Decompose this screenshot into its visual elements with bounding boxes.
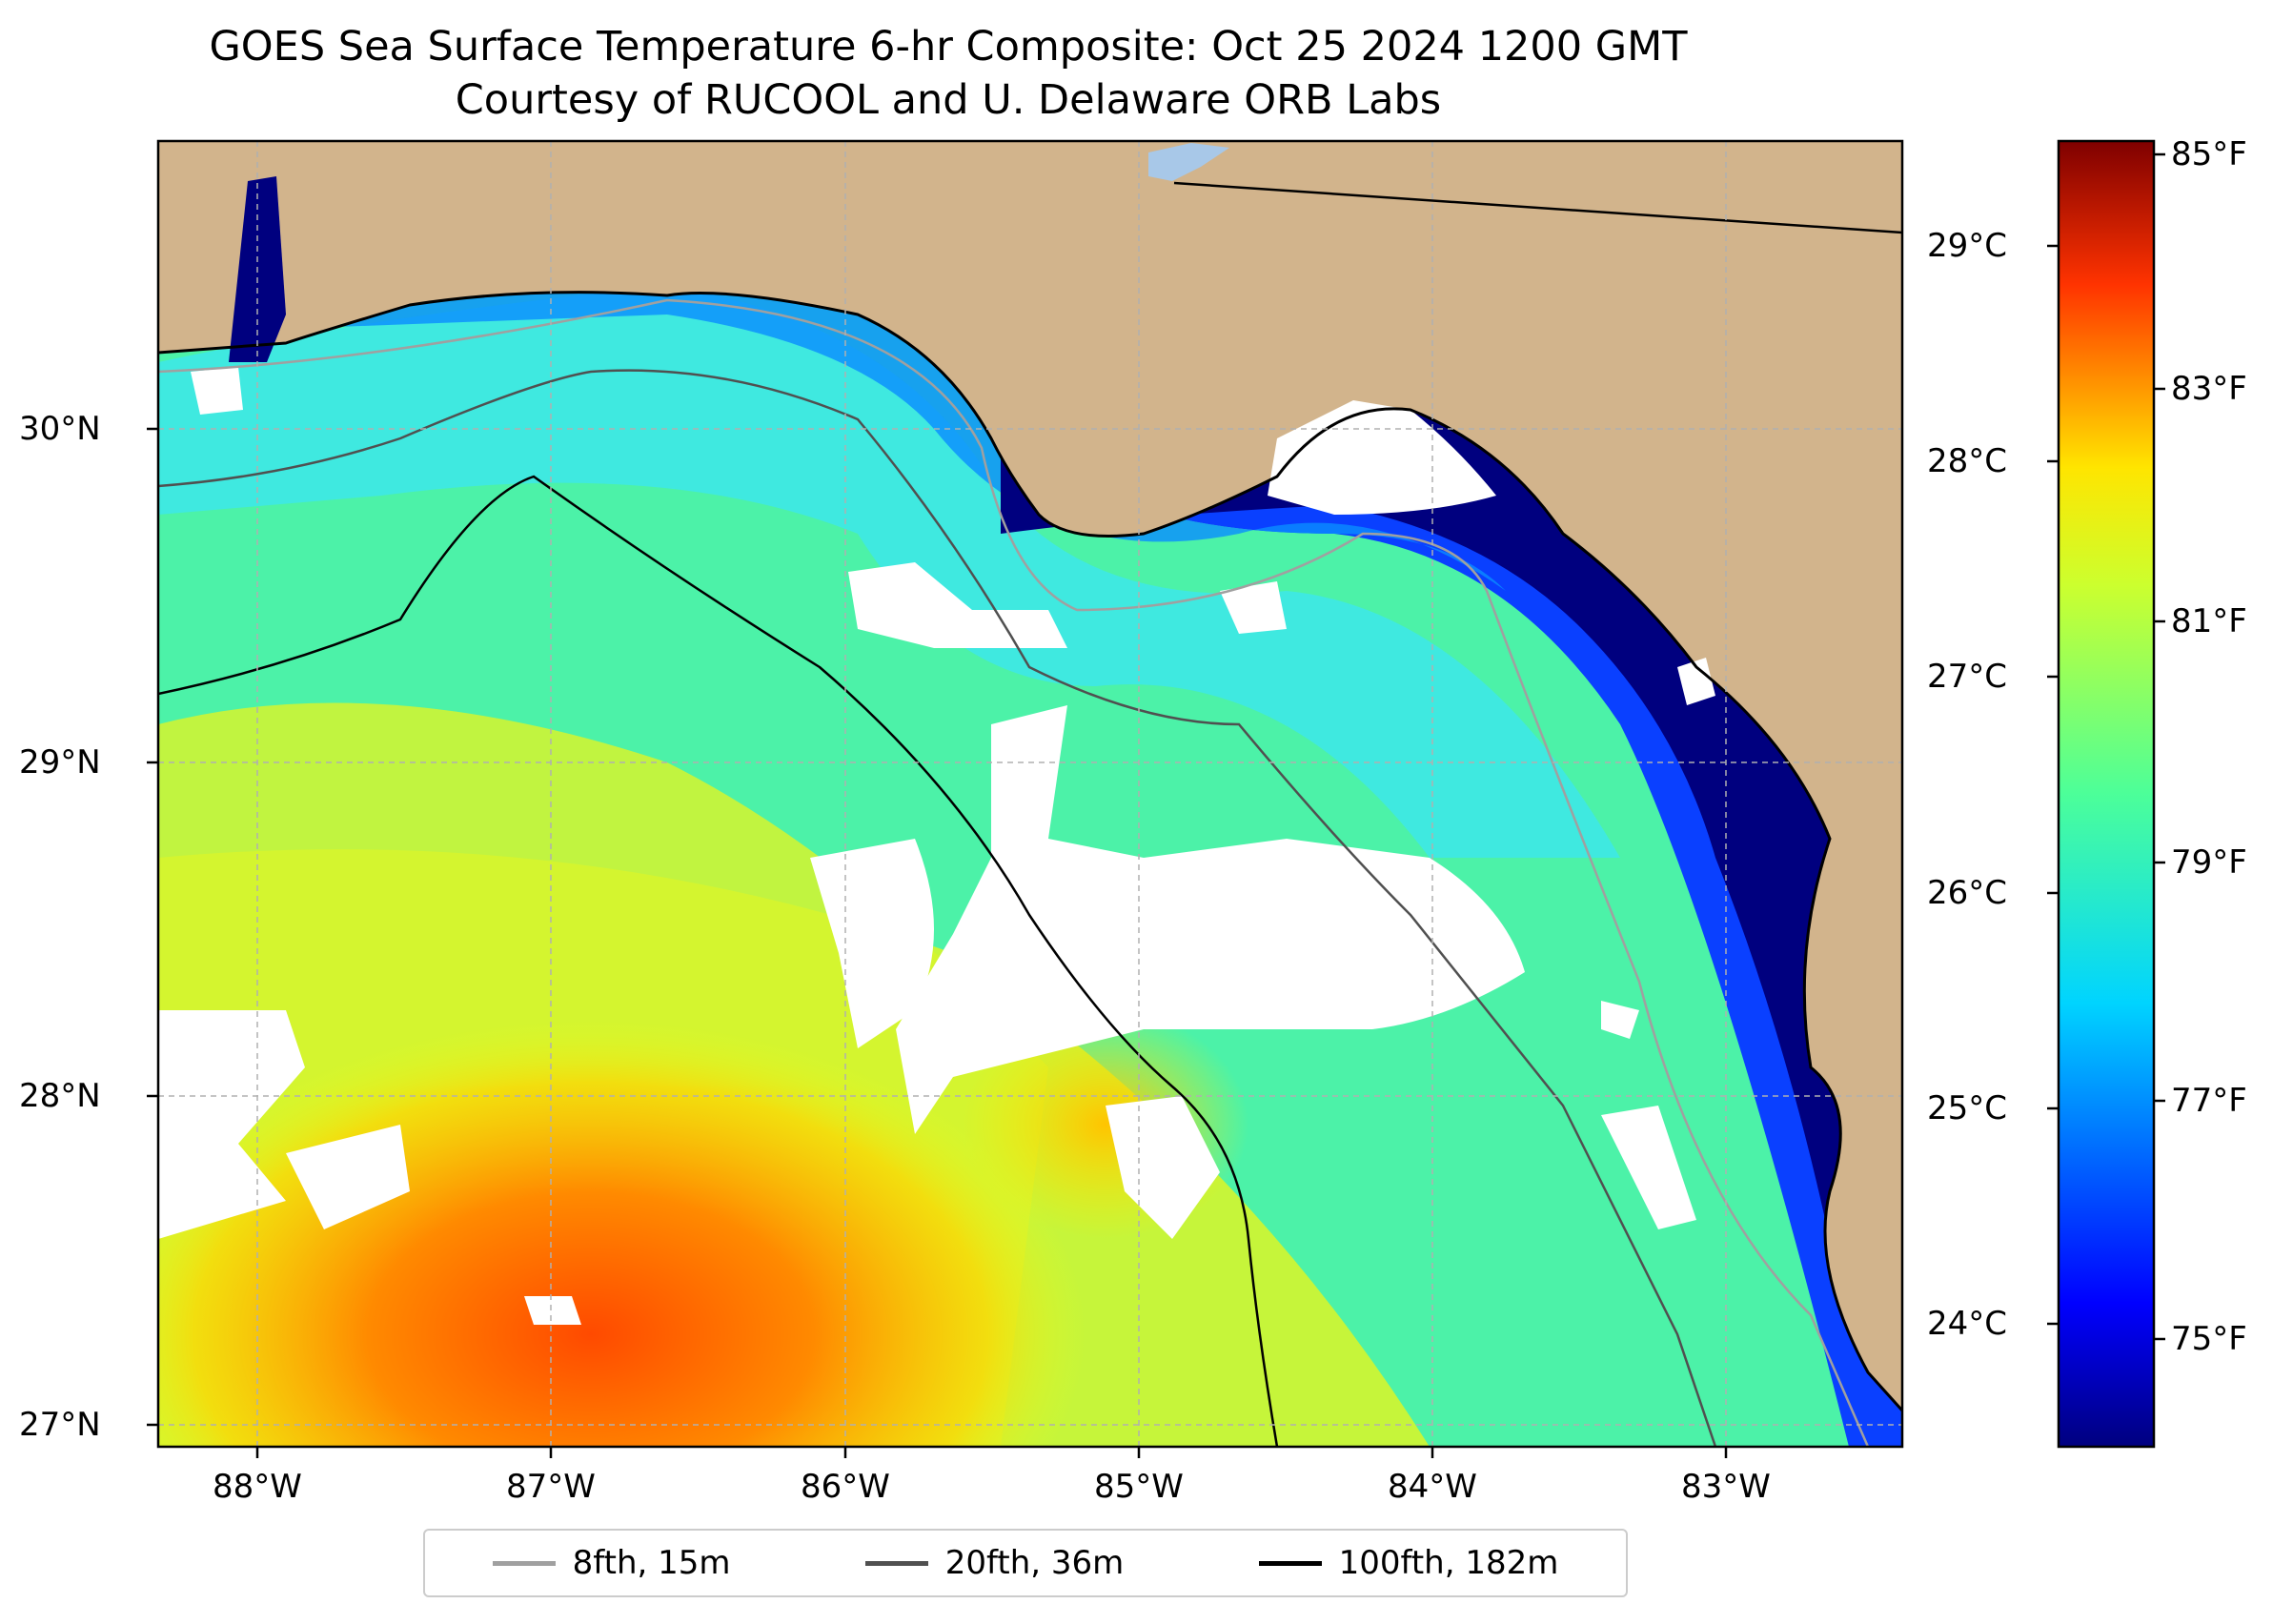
legend-item-100fth: 100fth, 182m [1258, 1544, 1559, 1582]
lon-tick-label: 83°W [1681, 1468, 1771, 1506]
lon-tick-label: 86°W [801, 1468, 890, 1506]
colorbar-celsius-label: 28°C [1927, 442, 2008, 480]
map-subtitle: Courtesy of RUCOOL and U. Delaware ORB L… [455, 76, 1442, 124]
legend-label: 20fth, 36m [944, 1544, 1125, 1582]
isobath-8fth [158, 298, 1870, 1447]
colorbar-celsius-label: 24°C [1927, 1305, 2008, 1343]
legend-swatch [864, 1560, 928, 1566]
colorbar-ticks [2047, 152, 2165, 1341]
lat-ticks [147, 427, 1728, 1458]
legend-label: 8fth, 15m [572, 1544, 731, 1582]
lake [1148, 143, 1229, 181]
lat-tick-label: 30°N [19, 410, 101, 448]
colorbar-fahrenheit-label: 81°F [2171, 602, 2247, 640]
colorbar [2057, 139, 2156, 1449]
lat-tick-label: 29°N [19, 743, 101, 782]
warm-eddy [158, 1020, 1086, 1447]
colorbar-celsius-label: 29°C [1927, 227, 2008, 265]
legend-label: 100fth, 182m [1338, 1544, 1559, 1582]
land-mass [158, 141, 1902, 1411]
cloud-mask [158, 1010, 305, 1239]
lat-tick-label: 27°N [19, 1406, 101, 1444]
coastline [158, 291, 1902, 1412]
lon-tick-label: 84°W [1388, 1468, 1477, 1506]
colorbar-celsius-label: 27°C [1927, 658, 2008, 696]
legend-swatch [1258, 1560, 1322, 1566]
colorbar-fahrenheit-label: 75°F [2171, 1320, 2247, 1358]
lon-tick-label: 88°W [213, 1468, 302, 1506]
map-plot-area [158, 141, 1902, 1447]
legend-item-8fth: 8fth, 15m [492, 1544, 731, 1582]
graticule [158, 141, 1902, 1447]
colorbar-fahrenheit-label: 85°F [2171, 135, 2247, 173]
state-boundary-line [1173, 181, 1902, 234]
colorbar-fahrenheit-label: 83°F [2171, 370, 2247, 408]
colorbar-fahrenheit-label: 77°F [2171, 1082, 2247, 1120]
map-frame [156, 139, 1904, 1449]
colorbar-celsius-label: 26°C [1927, 874, 2008, 912]
legend-swatch [492, 1560, 556, 1566]
isobath-legend: 8fth, 15m 20fth, 36m 100fth, 182m [423, 1529, 1628, 1597]
isobath-20fth [158, 369, 1717, 1447]
map-title: GOES Sea Surface Temperature 6-hr Compos… [209, 23, 1688, 71]
lon-tick-label: 87°W [506, 1468, 596, 1506]
legend-item-20fth: 20fth, 36m [864, 1544, 1125, 1582]
colorbar-celsius-label: 25°C [1927, 1089, 2008, 1127]
colorbar-fahrenheit-label: 79°F [2171, 843, 2247, 882]
lon-tick-label: 85°W [1094, 1468, 1184, 1506]
lat-tick-label: 28°N [19, 1077, 101, 1115]
isobath-100fth [158, 475, 1279, 1447]
